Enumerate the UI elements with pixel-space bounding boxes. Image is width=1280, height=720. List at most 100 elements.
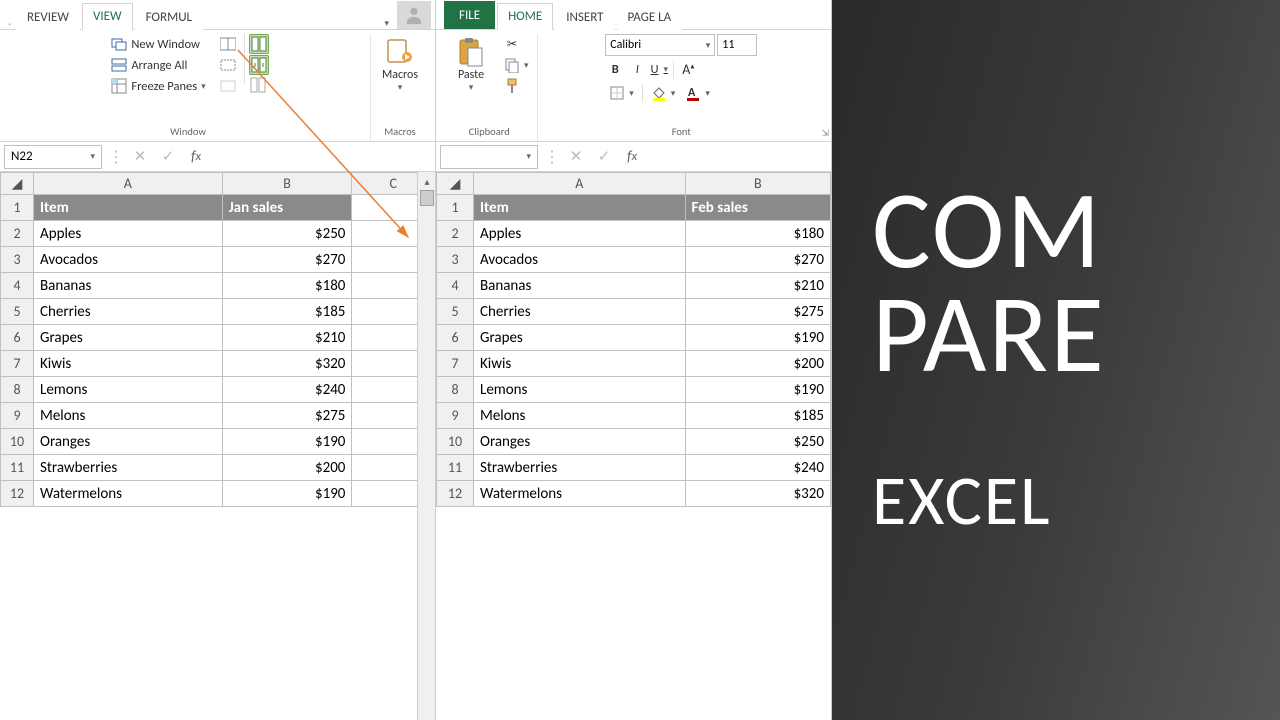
row-header[interactable]: 9 xyxy=(1,403,34,429)
cell-value[interactable]: $250 xyxy=(222,221,352,247)
row-header[interactable]: 4 xyxy=(1,273,34,299)
format-painter-button[interactable] xyxy=(500,76,533,96)
cell-value[interactable]: $275 xyxy=(222,403,352,429)
scroll-thumb[interactable] xyxy=(420,190,434,206)
cell-value[interactable]: $270 xyxy=(222,247,352,273)
cell-value[interactable]: $180 xyxy=(222,273,352,299)
row-header[interactable]: 11 xyxy=(1,455,34,481)
cell-item[interactable]: Avocados xyxy=(474,247,686,273)
cell-item[interactable]: Bananas xyxy=(474,273,686,299)
row-header[interactable]: 9 xyxy=(437,403,474,429)
cell-value[interactable]: $190 xyxy=(222,481,352,507)
row-header[interactable]: 3 xyxy=(437,247,474,273)
user-avatar[interactable] xyxy=(397,1,431,29)
paste-button[interactable]: Paste ▾ xyxy=(446,34,496,95)
grid-right[interactable]: ◢ A B 1 Item Feb sales 2Apples$1803Avoca… xyxy=(436,172,831,507)
cell-value[interactable]: $210 xyxy=(685,273,830,299)
cell-value[interactable]: $200 xyxy=(222,455,352,481)
macros-button[interactable]: Macros ▾ xyxy=(375,34,425,95)
italic-button[interactable]: I xyxy=(627,60,647,79)
cell-item[interactable]: Grapes xyxy=(34,325,223,351)
tab-home[interactable]: HOME xyxy=(497,3,553,30)
fill-color-button[interactable]: ▾ xyxy=(647,83,680,103)
cell-value[interactable]: $320 xyxy=(685,481,830,507)
name-box-left[interactable]: N22 ▾ xyxy=(4,145,102,169)
bold-button[interactable]: B xyxy=(605,60,625,79)
select-all-corner[interactable]: ◢ xyxy=(437,173,474,195)
fx-button[interactable]: fx xyxy=(620,146,644,168)
cell-item[interactable]: Bananas xyxy=(34,273,223,299)
row-header[interactable]: 10 xyxy=(437,429,474,455)
cell-item[interactable]: Avocados xyxy=(34,247,223,273)
cell-item[interactable]: Lemons xyxy=(474,377,686,403)
row-header[interactable]: 12 xyxy=(1,481,34,507)
row-header[interactable]: 7 xyxy=(437,351,474,377)
underline-button[interactable]: U▾ xyxy=(649,60,669,79)
cell-value[interactable]: $250 xyxy=(685,429,830,455)
col-header-b[interactable]: B xyxy=(685,173,830,195)
tab-review[interactable]: REVIEW xyxy=(16,4,80,30)
row-header[interactable]: 12 xyxy=(437,481,474,507)
ribbon-overflow-icon[interactable]: ▾ xyxy=(384,18,389,29)
cell-header-sales[interactable]: Feb sales xyxy=(685,195,830,221)
cell-item[interactable]: Cherries xyxy=(474,299,686,325)
cell-value[interactable]: $190 xyxy=(685,377,830,403)
row-header[interactable]: 1 xyxy=(1,195,34,221)
cell-item[interactable]: Melons xyxy=(474,403,686,429)
row-header[interactable]: 2 xyxy=(437,221,474,247)
row-header[interactable]: 11 xyxy=(437,455,474,481)
row-header[interactable]: 6 xyxy=(437,325,474,351)
cell-item[interactable]: Kiwis xyxy=(474,351,686,377)
increase-font-button[interactable]: A▴ xyxy=(678,59,698,80)
enter-formula-button[interactable]: ✓ xyxy=(592,146,616,168)
row-header[interactable]: 5 xyxy=(437,299,474,325)
fx-button[interactable]: fx xyxy=(184,146,208,168)
sync-scroll-button[interactable] xyxy=(249,55,269,75)
row-header[interactable]: 6 xyxy=(1,325,34,351)
col-header-a[interactable]: A xyxy=(474,173,686,195)
reset-window-button[interactable] xyxy=(249,76,269,94)
cell-value[interactable]: $185 xyxy=(222,299,352,325)
row-header[interactable]: 8 xyxy=(1,377,34,403)
split-button[interactable] xyxy=(216,34,240,54)
tab-insert[interactable]: INSERT xyxy=(555,4,614,30)
cell-value[interactable]: $180 xyxy=(685,221,830,247)
borders-button[interactable]: ▾ xyxy=(605,83,638,103)
font-size-combo[interactable]: 11 xyxy=(717,34,757,56)
cell-item[interactable]: Lemons xyxy=(34,377,223,403)
cell-item[interactable]: Oranges xyxy=(474,429,686,455)
grid-left[interactable]: ◢ A B C 1 Item Jan sales 2Apples$2503Avo… xyxy=(0,172,435,507)
row-header[interactable]: 3 xyxy=(1,247,34,273)
cell-item[interactable]: Strawberries xyxy=(474,455,686,481)
unhide-button[interactable] xyxy=(216,76,240,96)
clipboard-expand-icon[interactable]: ⇲ xyxy=(821,128,829,139)
cell-item[interactable]: Cherries xyxy=(34,299,223,325)
cell-item[interactable]: Watermelons xyxy=(34,481,223,507)
cell-value[interactable]: $275 xyxy=(685,299,830,325)
cell-item[interactable]: Grapes xyxy=(474,325,686,351)
cut-button[interactable]: ✂ xyxy=(500,34,533,54)
cell-item[interactable]: Strawberries xyxy=(34,455,223,481)
scroll-up-icon[interactable]: ▴ xyxy=(418,172,435,190)
new-window-button[interactable]: New Window xyxy=(107,34,209,54)
cell-header-item[interactable]: Item xyxy=(34,195,223,221)
cell-header-sales[interactable]: Jan sales xyxy=(222,195,352,221)
row-header[interactable]: 2 xyxy=(1,221,34,247)
font-color-button[interactable]: A▾ xyxy=(681,83,714,103)
cell-value[interactable]: $185 xyxy=(685,403,830,429)
cell-item[interactable]: Melons xyxy=(34,403,223,429)
cell-item[interactable]: Kiwis xyxy=(34,351,223,377)
cell-value[interactable]: $320 xyxy=(222,351,352,377)
cell-value[interactable]: $210 xyxy=(222,325,352,351)
arrange-all-button[interactable]: Arrange All xyxy=(107,55,209,75)
name-box-right[interactable]: ▾ xyxy=(440,145,538,169)
tab-page-layout[interactable]: PAGE LA xyxy=(617,4,683,30)
row-header[interactable]: 7 xyxy=(1,351,34,377)
copy-button[interactable]: ▾ xyxy=(500,55,533,75)
vertical-scrollbar[interactable]: ▴ xyxy=(417,172,435,720)
cell-value[interactable]: $190 xyxy=(685,325,830,351)
cell-value[interactable]: $270 xyxy=(685,247,830,273)
cancel-formula-button[interactable]: ✕ xyxy=(128,146,152,168)
cell-value[interactable]: $190 xyxy=(222,429,352,455)
select-all-corner[interactable]: ◢ xyxy=(1,173,34,195)
